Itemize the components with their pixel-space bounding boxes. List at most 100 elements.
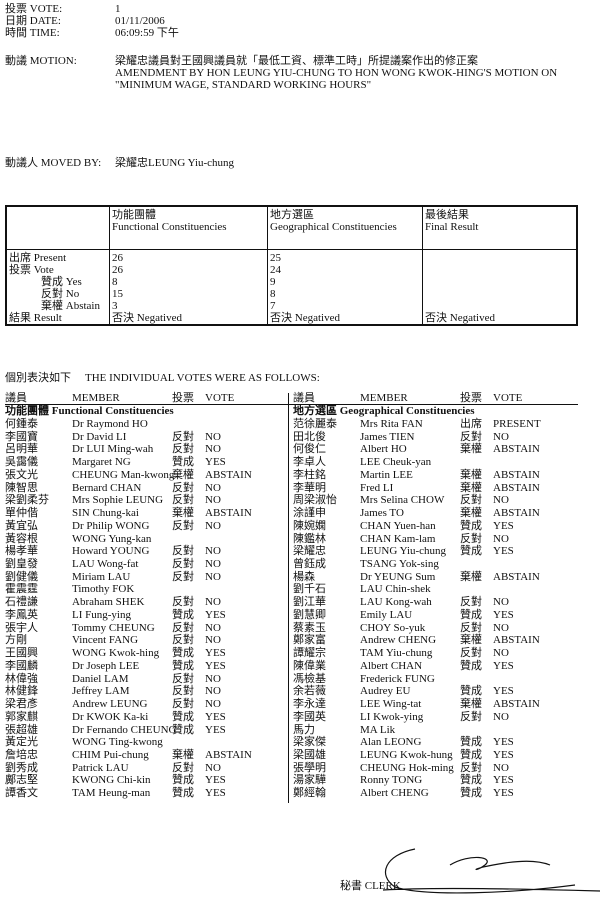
member-name-en: TSANG Yok-sing xyxy=(360,558,439,571)
member-name-en: Andrew LEUNG xyxy=(72,698,148,711)
col-header-vote-zh: 投票 xyxy=(172,392,194,404)
member-name-en: Albert HO xyxy=(360,443,407,456)
col-header-zh: 議員 xyxy=(5,392,27,404)
member-name-en: Fred LI xyxy=(360,481,394,494)
vote-en: NO xyxy=(205,494,221,507)
member-name-en: Howard YOUNG xyxy=(72,545,150,558)
member-name-zh: 張宇人 xyxy=(5,621,38,634)
member-name-zh: 黃定光 xyxy=(5,736,38,749)
column-divider xyxy=(288,393,289,803)
vote-en: NO xyxy=(493,710,509,723)
vote-zh: 反對 xyxy=(460,761,482,774)
member-name-zh: 劉健儀 xyxy=(5,570,38,583)
member-name-zh: 陳偉業 xyxy=(293,659,326,672)
member-name-en: Mrs Sophie LEUNG xyxy=(72,494,164,507)
member-name-en: LEE Cheuk-yan xyxy=(360,456,432,469)
member-name-zh: 石禮謙 xyxy=(5,596,38,609)
vote-en: YES xyxy=(205,723,226,736)
member-name-en: Dr Joseph LEE xyxy=(72,659,140,672)
member-name-zh: 陳婉嫻 xyxy=(293,519,326,532)
member-name-en: CHOY So-yuk xyxy=(360,621,426,634)
summary-corner xyxy=(5,206,110,250)
vote-en: NO xyxy=(205,672,221,685)
vote-zh: 反對 xyxy=(460,532,482,545)
col-header-member: MEMBER xyxy=(72,392,120,404)
col-header-vote-right: VOTE xyxy=(493,392,523,404)
col-header-member-right: MEMBER xyxy=(360,392,408,404)
member-name-en: Mrs Selina CHOW xyxy=(360,494,445,507)
member-name-en: WONG Ting-kwong xyxy=(72,736,163,749)
vote-en: ABSTAIN xyxy=(493,698,540,711)
member-name-en: Margaret NG xyxy=(72,456,131,469)
member-name-zh: 田北俊 xyxy=(293,430,326,443)
summary-row-labels: 出席 Present 投票 Vote 贊成 Yes 反對 No 棄權 Abstain… xyxy=(5,249,110,325)
member-name-zh: 李鳳英 xyxy=(5,608,38,621)
vote-zh: 贊成 xyxy=(172,774,194,787)
member-name-en: Vincent FANG xyxy=(72,634,139,647)
vote-en: ABSTAIN xyxy=(205,468,252,481)
member-name-zh: 李柱銘 xyxy=(293,468,326,481)
member-name-en: Dr David LI xyxy=(72,430,127,443)
member-name-zh: 李國麟 xyxy=(5,659,38,672)
moved-by-label: 動議人 MOVED BY: xyxy=(5,157,102,169)
member-name-zh: 李華明 xyxy=(293,481,326,494)
member-name-zh: 劉江華 xyxy=(293,596,326,609)
vote-en: NO xyxy=(205,761,221,774)
member-name-en: CHIM Pui-chung xyxy=(72,748,149,761)
vote-label: 投票 VOTE: xyxy=(5,3,63,15)
member-name-zh: 楊森 xyxy=(293,570,315,583)
member-name-en: CHEUNG Man-kwong xyxy=(72,468,175,481)
member-name-zh: 何俊仁 xyxy=(293,443,326,456)
geographical-section-title: 地方選區 Geographical Constituencies xyxy=(293,405,475,417)
member-name-en: Audrey EU xyxy=(360,685,411,698)
vote-en: NO xyxy=(205,545,221,558)
member-name-en: Timothy FOK xyxy=(72,583,135,596)
vote-en: YES xyxy=(205,710,226,723)
member-name-zh: 黃宜弘 xyxy=(5,519,38,532)
member-name-en: James TIEN xyxy=(360,430,415,443)
member-name-en: LAU Wong-fat xyxy=(72,558,139,571)
member-name-en: James TO xyxy=(360,507,404,520)
vote-en: ABSTAIN xyxy=(493,468,540,481)
member-name-en: LEUNG Yiu-chung xyxy=(360,545,447,558)
member-name-zh: 梁劉柔芬 xyxy=(5,494,49,507)
member-name-en: Frederick FUNG xyxy=(360,672,435,685)
member-name-zh: 霍震霆 xyxy=(5,583,38,596)
member-name-en: Dr YEUNG Sum xyxy=(360,570,436,583)
vote-en: PRESENT xyxy=(493,418,541,430)
member-name-zh: 劉皇發 xyxy=(5,558,38,571)
motion-en-line2: "MINIMUM WAGE, STANDARD WORKING HOURS" xyxy=(115,79,372,91)
vote-en: YES xyxy=(493,608,514,621)
vote-zh: 棄權 xyxy=(460,443,482,456)
member-name-zh: 陳鑑林 xyxy=(293,532,326,545)
member-name-en: Daniel LAM xyxy=(72,672,129,685)
member-name-zh: 何鍾泰 xyxy=(5,418,38,430)
vote-en: YES xyxy=(205,456,226,469)
vote-en: NO xyxy=(205,558,221,571)
vote-en: NO xyxy=(493,647,509,660)
member-name-en: Dr Raymond HO xyxy=(72,418,148,430)
vote-en: ABSTAIN xyxy=(493,443,540,456)
vote-en: YES xyxy=(493,659,514,672)
member-name-en: Jeffrey LAM xyxy=(72,685,130,698)
motion-zh: 梁耀忠議員對王國興議員就「最低工資、標準工時」所提議案作出的修正案 xyxy=(115,55,478,67)
time-label: 時間 TIME: xyxy=(5,27,60,39)
member-name-en: SIN Chung-kai xyxy=(72,507,139,520)
member-name-zh: 譚香文 xyxy=(5,787,38,800)
member-name-en: LI Kwok-ying xyxy=(360,710,424,723)
vote-en: NO xyxy=(493,430,509,443)
member-name-en: Dr KWOK Ka-ki xyxy=(72,710,149,723)
member-name-zh: 張文光 xyxy=(5,468,38,481)
vote-en: NO xyxy=(493,532,509,545)
vote-en: NO xyxy=(205,685,221,698)
time-value: 06:09:59 下午 xyxy=(115,27,179,39)
member-name-zh: 劉千石 xyxy=(293,583,326,596)
member-name-en: LEE Wing-tat xyxy=(360,698,422,711)
member-name-en: Martin LEE xyxy=(360,468,413,481)
member-name-zh: 馬力 xyxy=(293,723,315,736)
member-name-en: Tommy CHEUNG xyxy=(72,621,155,634)
vote-en: NO xyxy=(493,621,509,634)
vote-zh: 贊成 xyxy=(172,456,194,469)
vote-zh: 反對 xyxy=(172,519,194,532)
vote-en: NO xyxy=(205,634,221,647)
